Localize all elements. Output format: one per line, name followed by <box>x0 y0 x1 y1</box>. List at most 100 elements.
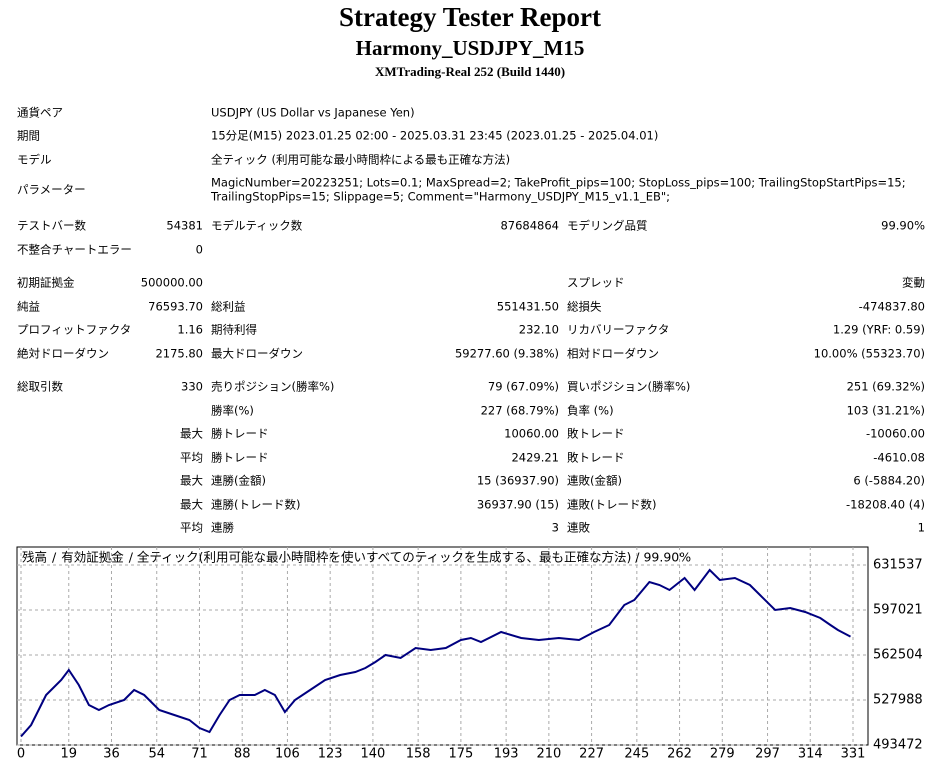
stat-label: モデルティック数 <box>211 219 303 233</box>
x-tick-label: 54 <box>148 747 165 761</box>
stat-value: -474837.80 <box>859 300 925 314</box>
stat-label: 勝率(%) <box>211 404 254 418</box>
y-tick-label: 527988 <box>873 693 923 708</box>
stat-value: 500000.00 <box>141 276 203 290</box>
stat-value: 551431.50 <box>497 300 559 314</box>
y-tick-label: 597021 <box>873 602 923 617</box>
stat-value: 2429.21 <box>511 451 559 465</box>
stat-value: -4610.08 <box>873 451 925 465</box>
server: XMTrading-Real 252 (Build 1440) <box>375 64 565 79</box>
x-tick-label: 279 <box>710 747 735 761</box>
stat-value: 330 <box>181 380 203 394</box>
info-value: TrailingStopPips=15; Slippage=5; Comment… <box>210 190 670 204</box>
x-tick-label: 123 <box>318 747 343 761</box>
stat-label: 負率 (%) <box>567 404 614 418</box>
info-label: 通貨ペア <box>17 106 63 120</box>
stat-label: 連勝(金額) <box>211 474 266 488</box>
x-tick-label: 262 <box>667 747 692 761</box>
x-tick-label: 193 <box>494 747 519 761</box>
legend-label: 有効証拠金 <box>61 550 124 565</box>
chart-frame <box>16 546 869 746</box>
x-tick-label: 140 <box>360 747 385 761</box>
stat-label: 純益 <box>17 300 40 314</box>
x-tick-label: 36 <box>103 747 120 761</box>
x-tick-label: 106 <box>275 747 300 761</box>
stat-value: 最大 <box>180 427 203 441</box>
stat-value: 15 (36937.90) <box>477 474 559 488</box>
stat-label: 総損失 <box>567 300 602 314</box>
y-tick-label: 631537 <box>873 557 923 572</box>
info-value: USDJPY (US Dollar vs Japanese Yen) <box>211 106 415 120</box>
stat-value: 平均 <box>180 521 203 535</box>
stat-label: 絶対ドローダウン <box>17 347 109 361</box>
stat-value: 2175.80 <box>155 347 203 361</box>
x-tick-label: 331 <box>841 747 866 761</box>
x-tick-label: 175 <box>448 747 473 761</box>
stat-label: 初期証拠金 <box>17 276 75 290</box>
report-title: Strategy Tester Report <box>339 2 601 32</box>
stat-value: 最大 <box>180 474 203 488</box>
info-value: MagicNumber=20223251; Lots=0.1; MaxSprea… <box>211 176 906 190</box>
stat-label: スプレッド <box>567 276 625 290</box>
stat-label: 勝トレード <box>211 427 269 441</box>
stat-label: 連敗(金額) <box>567 474 622 488</box>
stat-label: 連勝 <box>211 521 234 535</box>
stat-value: 232.10 <box>519 323 559 337</box>
stat-value: -18208.40 (4) <box>846 498 925 512</box>
stat-value: 54381 <box>166 219 203 233</box>
stat-label: モデリング品質 <box>567 219 648 233</box>
legend-separator: / <box>52 550 57 565</box>
legend-label: 残高 <box>22 550 47 565</box>
stat-label: 敗トレード <box>567 427 625 441</box>
stat-value: 1.29 (YRF: 0.59) <box>833 323 925 337</box>
stat-label: 勝トレード <box>211 451 269 465</box>
chart-title: / 全ティック(利用可能な最小時間枠を使いすべてのティックを生成する、最も正確な… <box>129 550 692 565</box>
stat-value: 1.16 <box>177 323 203 337</box>
stat-value: 87684864 <box>500 219 559 233</box>
stat-label: 不整合チャートエラー <box>17 243 132 257</box>
stat-label: 買いポジション(勝率%) <box>567 380 690 394</box>
stat-label: 連敗(トレード数) <box>567 498 656 512</box>
stat-value: 10.00% (55323.70) <box>814 347 925 361</box>
stat-label: 敗トレード <box>567 451 625 465</box>
info-label: モデル <box>17 153 52 167</box>
stat-label: 最大ドローダウン <box>211 347 303 361</box>
info-label: 期間 <box>17 129 40 143</box>
x-tick-label: 158 <box>406 747 431 761</box>
stat-label: 期待利得 <box>211 323 257 337</box>
stat-label: 売りポジション(勝率%) <box>211 380 334 394</box>
x-tick-label: 71 <box>191 747 208 761</box>
stat-value: -10060.00 <box>866 427 925 441</box>
stat-value: 79 (67.09%) <box>488 380 559 394</box>
stat-value: 36937.90 (15) <box>477 498 559 512</box>
stat-value: 227 (68.79%) <box>481 404 559 418</box>
x-tick-label: 227 <box>579 747 604 761</box>
y-tick-label: 493472 <box>873 738 923 753</box>
balance-line <box>20 568 851 738</box>
stat-label: 連勝(トレード数) <box>211 498 300 512</box>
stat-value: 103 (31.21%) <box>847 404 925 418</box>
y-tick-label: 562504 <box>873 648 923 663</box>
stat-value: 1 <box>918 521 925 535</box>
stat-value: 最大 <box>180 498 203 512</box>
stat-label: 連敗 <box>567 521 590 535</box>
stat-label: リカバリーファクタ <box>567 323 669 337</box>
stat-label: 総取引数 <box>17 380 63 394</box>
stat-label: 総利益 <box>211 300 246 314</box>
report-subtitle: Harmony_USDJPY_M15 <box>356 36 585 60</box>
stat-value: 3 <box>552 521 559 535</box>
stat-value: 6 (-5884.20) <box>853 474 925 488</box>
x-tick-label: 88 <box>234 747 251 761</box>
stat-value: 0 <box>196 243 203 257</box>
info-label: パラメーター <box>17 183 86 197</box>
stat-value: 251 (69.32%) <box>847 380 925 394</box>
stat-label: 相対ドローダウン <box>567 347 659 361</box>
x-tick-label: 210 <box>536 747 561 761</box>
x-tick-label: 314 <box>798 747 823 761</box>
x-tick-label: 245 <box>624 747 649 761</box>
stat-value: 変動 <box>902 276 925 290</box>
stat-value: 99.90% <box>881 219 925 233</box>
info-value: 全ティック (利用可能な最小時間枠による最も正確な方法) <box>211 153 510 167</box>
stat-value: 平均 <box>180 451 203 465</box>
